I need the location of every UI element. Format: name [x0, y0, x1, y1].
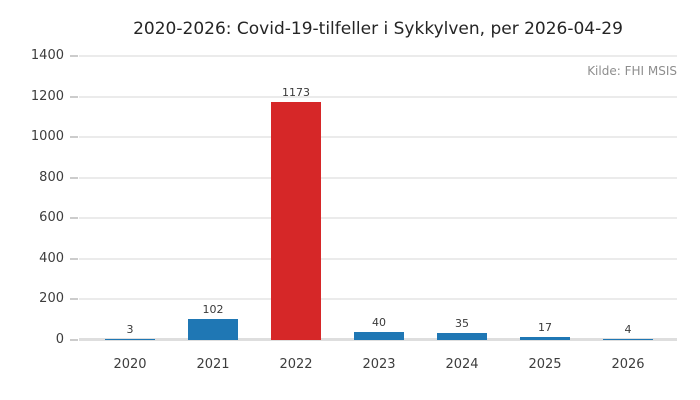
y-tick-label: 600: [39, 210, 64, 226]
bar-value-label: 3: [126, 323, 134, 337]
y-tick-mark: [70, 339, 78, 341]
bar-value-label: 1173: [282, 86, 310, 100]
bar-value-label: 102: [202, 303, 224, 317]
gridline: [79, 55, 677, 57]
gridline: [79, 298, 677, 301]
gridline: [79, 176, 677, 179]
y-tick-mark: [70, 176, 78, 179]
bar-2022: [271, 102, 321, 340]
gridline: [79, 95, 677, 98]
x-tick-label: 2023: [362, 357, 396, 372]
bar-2024: [437, 332, 487, 340]
gridline: [79, 257, 677, 260]
y-tick-label: 0: [55, 332, 64, 347]
chart-title: 2020-2026: Covid-19-tilfeller i Sykkylve…: [133, 19, 623, 39]
gridline: [79, 136, 677, 139]
y-tick-mark: [70, 298, 78, 301]
bar-2026: [603, 339, 653, 340]
y-tick-mark: [70, 217, 78, 220]
y-tick-mark: [70, 257, 78, 260]
x-tick-label: 2021: [196, 357, 230, 372]
plot-area: 3 102 1173 40 35 17 4: [79, 55, 677, 341]
y-tick-label: 1400: [30, 48, 64, 63]
y-tick-label: 800: [39, 169, 64, 185]
y-tick-label: 1200: [30, 88, 64, 104]
x-tick-label: 2025: [528, 357, 562, 372]
bar-value-label: 17: [538, 320, 552, 334]
source-annotation: Kilde: FHI MSIS: [587, 64, 677, 78]
bar-value-label: 4: [624, 323, 632, 337]
y-tick-mark: [70, 136, 78, 139]
x-tick-label: 2024: [445, 357, 479, 372]
y-tick-label: 200: [39, 291, 64, 307]
x-tick-label: 2020: [113, 357, 147, 372]
x-tick-label: 2022: [279, 357, 313, 372]
bar-2023: [354, 331, 404, 340]
gridline: [79, 217, 677, 220]
bar-value-label: 40: [372, 315, 386, 329]
y-tick-label: 400: [39, 250, 64, 266]
bar-value-label: 35: [455, 316, 469, 330]
bar-2020: [105, 339, 155, 340]
y-tick-label: 1000: [30, 129, 64, 145]
y-tick-mark: [70, 55, 78, 57]
bar-2025: [520, 336, 570, 340]
bar-2021: [188, 319, 238, 340]
x-tick-label: 2026: [611, 357, 645, 372]
y-tick-mark: [70, 95, 78, 98]
